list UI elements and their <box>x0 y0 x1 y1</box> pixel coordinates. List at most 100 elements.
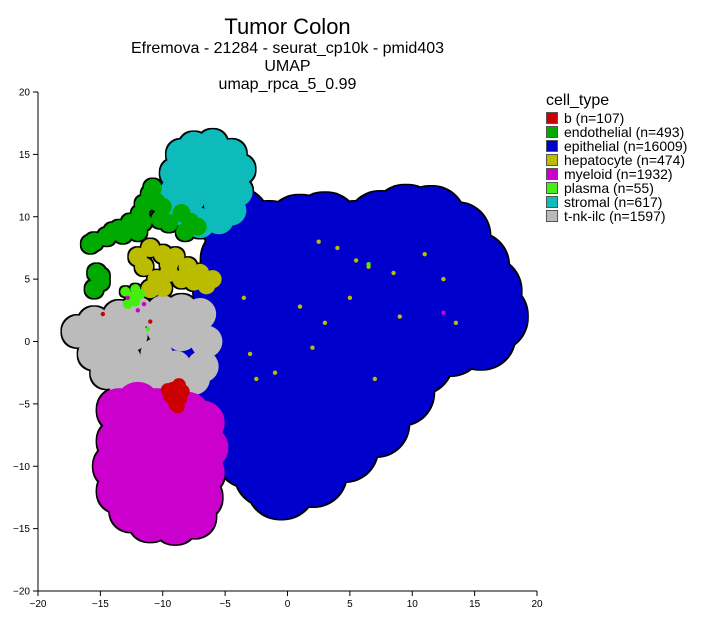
legend-item-hepatocyte: hepatocyte (n=474) <box>546 153 687 167</box>
x-tick-label: 15 <box>469 599 481 610</box>
chart-subtitle-1: Efremova - 21284 - seurat_cp10k - pmid40… <box>130 40 445 57</box>
point-hepatocyte <box>153 278 172 297</box>
legend-swatch <box>546 126 558 138</box>
cluster-epithelial <box>159 185 528 519</box>
legend-label: myeloid (n=1932) <box>564 166 673 182</box>
point-hepatocyte <box>247 351 253 357</box>
point-hepatocyte <box>372 376 378 382</box>
legend-title: cell_type <box>546 92 610 109</box>
point-myeloid <box>135 308 140 313</box>
x-tick-label: −5 <box>219 599 231 610</box>
point-hepatocyte <box>128 247 147 266</box>
point-myeloid <box>140 487 185 532</box>
point-stromal <box>203 189 234 220</box>
point-t-nk-ilc <box>146 313 179 346</box>
legend-label: hepatocyte (n=474) <box>564 152 686 168</box>
point-hepatocyte <box>347 295 353 301</box>
legend-item-myeloid: myeloid (n=1932) <box>546 167 687 181</box>
point-myeloid <box>125 295 131 301</box>
point-hepatocyte <box>353 258 359 263</box>
point-epithelial <box>390 213 459 282</box>
legend-item-plasma: plasma (n=55) <box>546 181 687 195</box>
point-endothelial <box>135 195 154 214</box>
point-hepatocyte <box>335 245 340 251</box>
point-hepatocyte <box>159 255 178 274</box>
point-epithelial <box>241 344 310 413</box>
point-hepatocyte <box>322 320 328 325</box>
legend-swatch <box>546 196 558 208</box>
point-plasma <box>122 299 133 310</box>
x-tick-label: −10 <box>154 599 171 610</box>
point-b <box>100 311 106 317</box>
cluster-stromal <box>160 129 256 238</box>
point-b <box>160 383 175 398</box>
point-plasma <box>135 289 146 300</box>
point-stromal <box>212 146 243 177</box>
point-hepatocyte <box>254 376 259 382</box>
point-myeloid <box>165 456 210 501</box>
point-epithelial <box>334 220 403 289</box>
y-tick-label: −5 <box>19 399 31 410</box>
legend-label: plasma (n=55) <box>564 180 654 196</box>
point-t-nk-ilc <box>84 319 117 352</box>
point-myeloid <box>141 301 147 307</box>
legend-swatch <box>546 210 558 222</box>
y-tick-label: 0 <box>24 337 30 348</box>
point-hepatocyte <box>397 314 402 319</box>
chart-title: Tumor Colon <box>224 14 351 39</box>
cluster-endothelial <box>81 179 207 299</box>
y-tick-label: 15 <box>19 150 31 161</box>
point-t-nk-ilc <box>159 350 192 383</box>
legend-swatch <box>546 168 558 180</box>
legend: cell_type b (n=107) endothelial (n=493) ep… <box>546 92 687 223</box>
point-endothelial <box>143 179 162 198</box>
point-hepatocyte <box>316 239 321 244</box>
point-myeloid <box>441 310 446 316</box>
x-tick-label: 5 <box>347 599 353 610</box>
x-tick-label: 20 <box>531 599 543 610</box>
y-tick-label: 10 <box>19 212 31 223</box>
y-tick-label: 20 <box>19 88 31 99</box>
legend-label: endothelial (n=493) <box>564 124 685 140</box>
point-hepatocyte <box>441 276 446 282</box>
point-endothelial <box>81 235 100 254</box>
chart-subtitle-3: umap_rpca_5_0.99 <box>218 76 357 93</box>
point-endothelial <box>91 267 110 286</box>
point-epithelial <box>272 210 341 279</box>
x-tick-label: 10 <box>407 599 419 610</box>
legend-item-t-nk-ilc: t-nk-ilc (n=1597) <box>546 209 687 223</box>
legend-swatch <box>546 154 558 166</box>
legend-swatch <box>546 112 558 124</box>
y-tick-label: −20 <box>13 587 30 598</box>
chart-subtitle-2: UMAP <box>264 58 311 75</box>
point-plasma <box>366 261 371 267</box>
point-endothelial <box>188 217 207 236</box>
legend-label: b (n=107) <box>564 110 625 126</box>
cluster-myeloid <box>93 381 229 545</box>
point-hepatocyte <box>297 304 303 309</box>
cluster-b <box>160 378 190 414</box>
point-endothelial <box>113 225 132 244</box>
x-tick-label: 0 <box>285 599 291 610</box>
legend-item-b: b (n=107) <box>546 111 687 125</box>
point-epithelial <box>353 338 422 407</box>
legend-label: epithelial (n=16009) <box>564 138 688 154</box>
legend-swatch <box>546 182 558 194</box>
x-tick-label: −15 <box>92 599 109 610</box>
point-hepatocyte <box>422 251 427 257</box>
legend-swatch <box>546 140 558 152</box>
y-tick-label: −15 <box>13 524 30 535</box>
point-endothelial <box>133 212 152 231</box>
point-t-nk-ilc <box>177 313 210 346</box>
point-endothelial <box>151 210 170 229</box>
point-myeloid <box>109 406 154 451</box>
y-tick-label: 5 <box>24 275 30 286</box>
cluster-t-nk-ilc <box>61 294 223 405</box>
point-plasma <box>145 326 150 332</box>
point-hepatocyte <box>391 270 396 276</box>
point-b <box>148 319 153 324</box>
point-hepatocyte <box>310 345 315 350</box>
cluster-hepatocyte <box>128 238 222 299</box>
point-b <box>175 384 190 399</box>
